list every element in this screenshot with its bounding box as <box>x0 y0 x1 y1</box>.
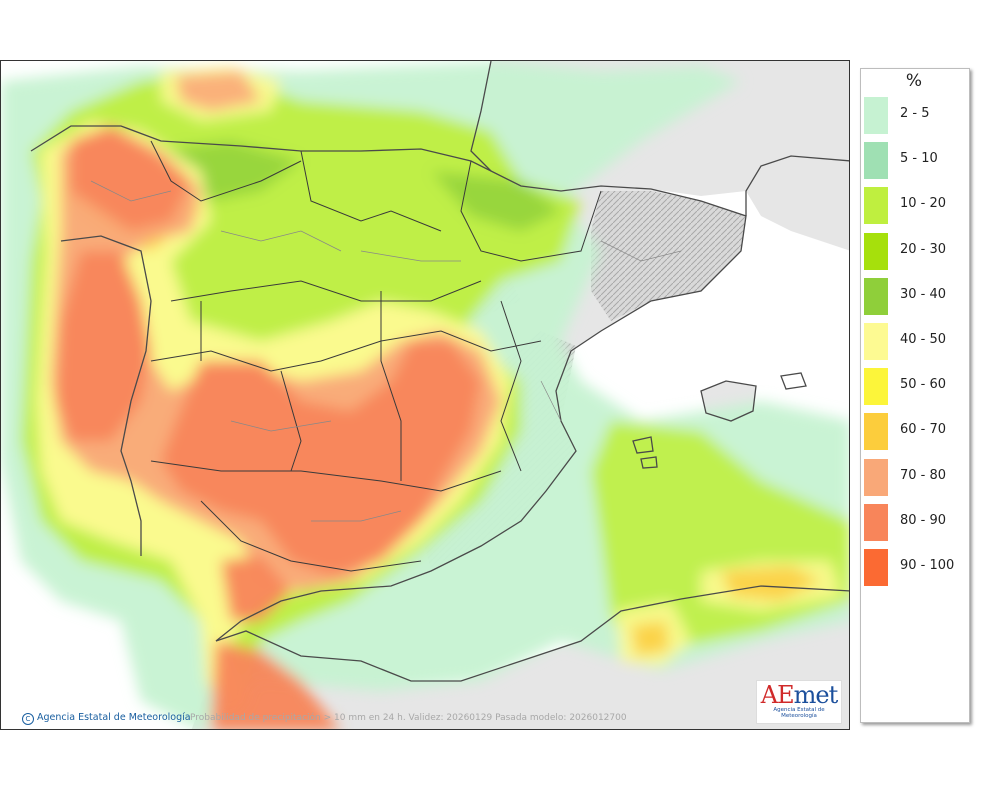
legend-item: 2 - 5 <box>864 93 968 134</box>
legend-label: 40 - 50 <box>900 332 947 347</box>
credit-label: Agencia Estatal de Meteorología <box>37 712 191 723</box>
credit-text: C Agencia Estatal de Meteorología <box>22 712 191 725</box>
legend-label: 50 - 60 <box>900 377 947 393</box>
legend-label: 80 - 90 <box>900 512 947 528</box>
legend-swatch <box>864 142 888 180</box>
region-borders <box>150 140 602 572</box>
legend-label: 2 - 5 <box>900 106 930 121</box>
legend-item: 70 - 80 <box>864 455 968 496</box>
legend-item: 80 - 90 <box>864 500 968 541</box>
legend-label: 10 - 20 <box>900 196 947 212</box>
legend-swatch <box>864 413 888 451</box>
legend-label: 90 - 100 <box>900 558 955 573</box>
legend-item: 30 - 40 <box>864 274 968 315</box>
legend-swatch <box>864 503 888 541</box>
legend-label: 60 - 70 <box>900 422 947 438</box>
legend-label: 20 - 30 <box>900 241 947 257</box>
province-borders <box>90 180 682 522</box>
legend-item: 90 - 100 <box>864 545 968 586</box>
legend-item: 50 - 60 <box>864 364 968 406</box>
logo-mark: AEmet <box>757 681 841 709</box>
legend-swatch <box>864 323 888 360</box>
logo-mark-a: A <box>760 681 778 709</box>
legend-swatch <box>864 187 888 225</box>
relief-pyrenees <box>591 191 746 321</box>
legend-swatch <box>864 368 888 406</box>
legend-unit: % <box>905 71 923 91</box>
logo-mark-e: E <box>777 681 795 709</box>
legend-panel: % 2 - 5 5 - 10 10 - 20 20 - 30 30 - 40 40 - 5… <box>860 68 970 723</box>
legend-swatch <box>864 277 888 315</box>
logo-mark-rest: met <box>793 681 839 709</box>
legend-swatch <box>864 97 888 134</box>
legend-label: 5 - 10 <box>900 151 938 167</box>
borders <box>30 61 849 682</box>
forecast-map <box>0 60 850 730</box>
legend-item: 5 - 10 <box>864 138 968 180</box>
aemet-logo: AEmet Agencia Estatal de Meteorología <box>756 680 842 724</box>
legend-item: 10 - 20 <box>864 183 968 225</box>
logo-subtitle: Agencia Estatal de Meteorología <box>773 707 825 719</box>
map-canvas <box>1 61 849 729</box>
legend-item: 60 - 70 <box>864 409 968 451</box>
legend-label: 70 - 80 <box>900 467 947 483</box>
legend-item: 20 - 30 <box>864 229 968 270</box>
legend-label: 30 - 40 <box>900 286 947 302</box>
legend-swatch <box>864 549 888 586</box>
legend-swatch <box>864 458 888 496</box>
copyright-icon: C <box>22 713 34 725</box>
legend-swatch <box>864 232 888 270</box>
legend-item: 40 - 50 <box>864 319 968 360</box>
map-caption: Probabilidad de precipitación > 10 mm en… <box>190 713 627 723</box>
probability-fields <box>1 61 849 729</box>
